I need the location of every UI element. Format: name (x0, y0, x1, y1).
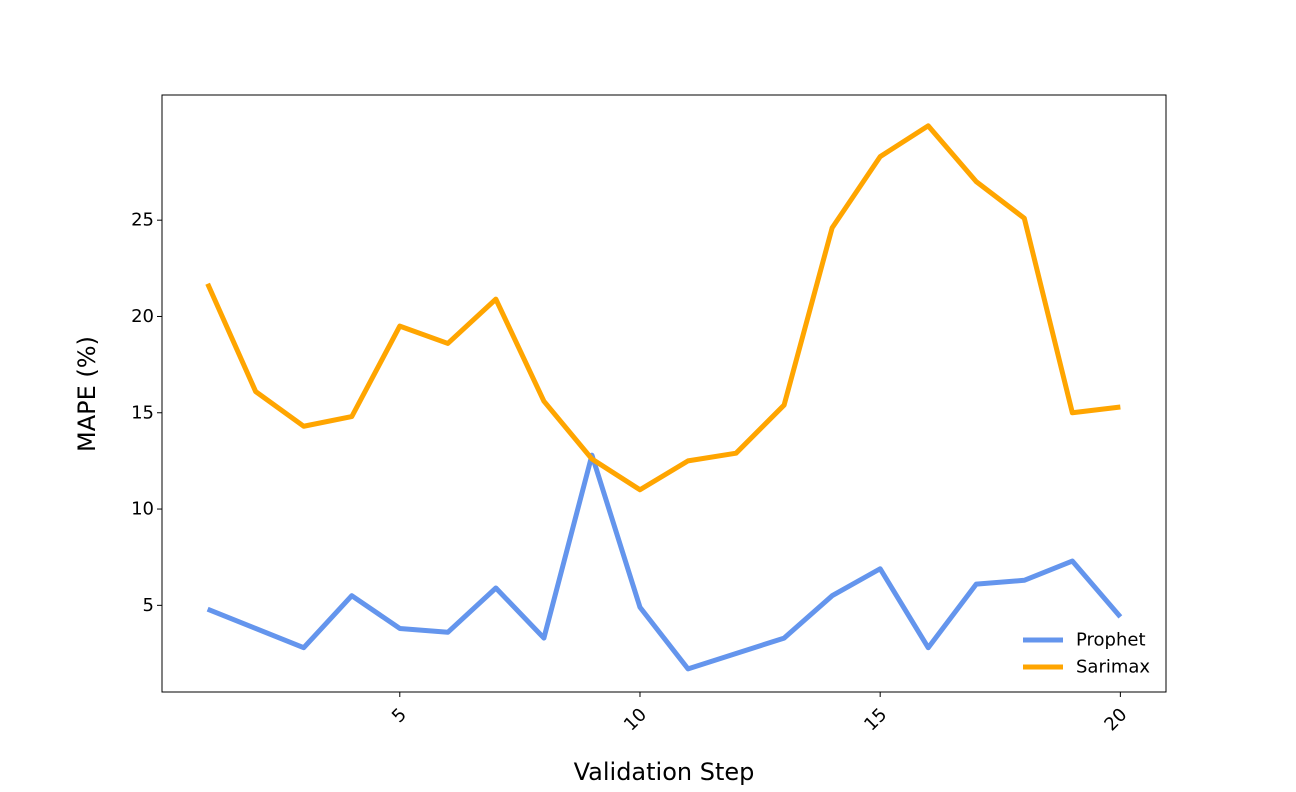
legend-label-prophet: Prophet (1076, 630, 1146, 651)
y-tick-label: 15 (131, 402, 154, 423)
y-axis: 5 10 15 20 25 (131, 210, 162, 616)
y-axis-title: MAPE (%) (73, 336, 101, 452)
y-tick-label: 5 (143, 595, 154, 616)
x-axis-title: Validation Step (574, 758, 755, 786)
legend: Prophet Sarimax (1023, 630, 1150, 678)
y-tick-label: 20 (131, 306, 154, 327)
series-line-prophet (206, 452, 1123, 672)
legend-label-sarimax: Sarimax (1076, 657, 1150, 678)
plot-frame (161, 94, 1167, 693)
y-tick-label: 10 (131, 499, 154, 520)
series-line-sarimax (205, 123, 1121, 493)
y-tick-label: 25 (131, 210, 154, 231)
series-layer (205, 123, 1123, 672)
